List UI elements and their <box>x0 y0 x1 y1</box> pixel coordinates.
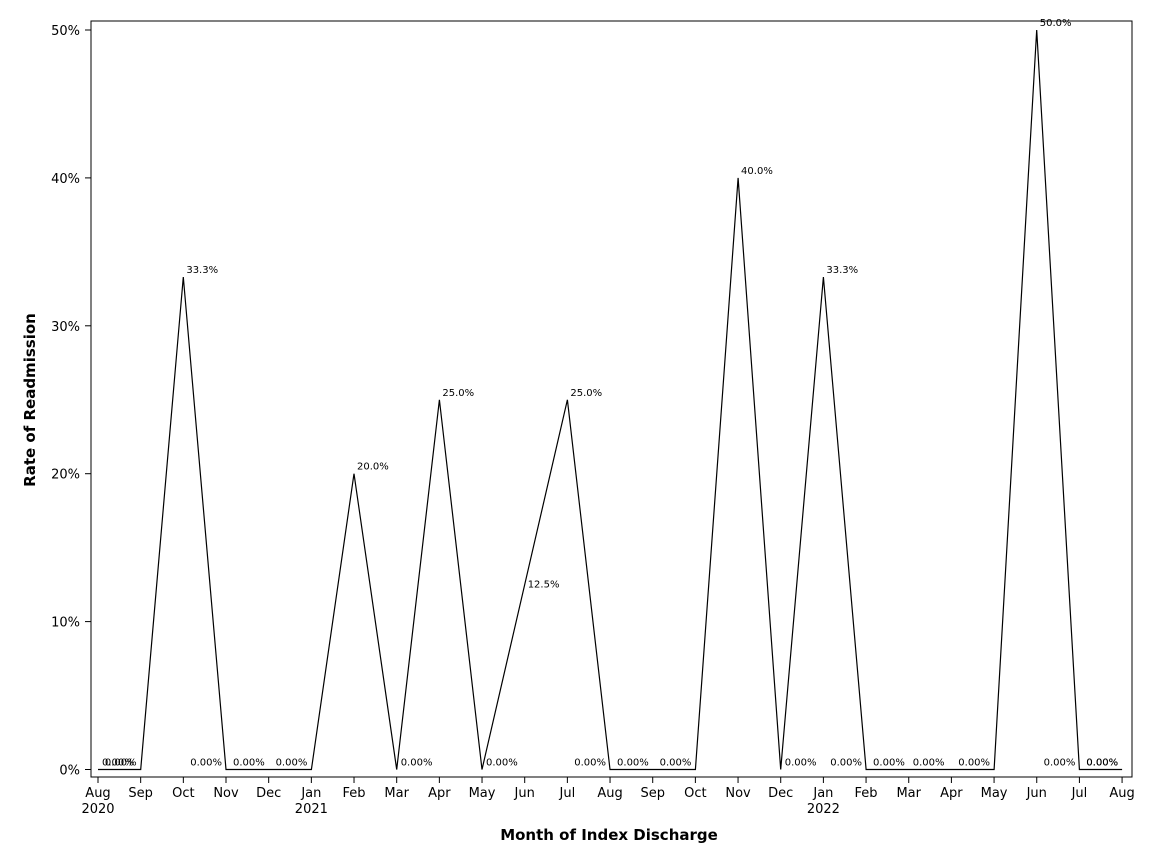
x-tick-label: Aug <box>597 786 622 801</box>
x-tick-label: Mar <box>384 786 409 801</box>
y-tick-label: 40% <box>51 172 80 187</box>
y-tick-label: 50% <box>51 24 80 39</box>
data-labels: 0.00% 0.00% 33.3% 0.00% 0.00% 0.00% 20.0% 0.00%… <box>102 18 1118 769</box>
data-label: 0.00% <box>830 758 862 769</box>
y-axis-title: Rate of Readmission <box>21 313 39 487</box>
data-label: 0.00% <box>958 758 990 769</box>
data-label: 33.3% <box>826 265 858 276</box>
data-label: 0.00% <box>913 758 945 769</box>
x-year-label: 2021 <box>295 802 328 817</box>
data-label: 0.00% <box>785 758 817 769</box>
data-label: 0.00% <box>276 758 308 769</box>
x-tick-label: Dec <box>256 786 281 801</box>
data-label: 0.00% <box>617 758 649 769</box>
data-label: 0.00% <box>102 758 134 769</box>
x-year-label: 2022 <box>807 802 840 817</box>
x-tick-label: Jul <box>1071 786 1088 801</box>
data-label: 0.00% <box>190 758 222 769</box>
y-tick-label: 30% <box>51 320 80 335</box>
x-tick-label: Jul <box>559 786 576 801</box>
x-tick-label: Aug <box>1109 786 1134 801</box>
y-axis: 0% 10% 20% 30% 40% 50% <box>51 24 91 779</box>
data-label: 0.00% <box>1044 758 1076 769</box>
x-tick-label: Nov <box>725 786 751 801</box>
data-label: 25.0% <box>442 388 474 399</box>
x-tick-label: May <box>469 786 496 801</box>
x-tick-label: Nov <box>213 786 239 801</box>
x-tick-label: Oct <box>684 786 706 801</box>
x-tick-label: Oct <box>172 786 194 801</box>
x-tick-label: Jun <box>1026 786 1047 801</box>
x-tick-label: Feb <box>343 786 366 801</box>
data-label: 0.00% <box>574 758 606 769</box>
data-label: 0.00% <box>660 758 692 769</box>
x-tick-label: Aug <box>85 786 110 801</box>
data-label: 0.00% <box>1086 758 1118 769</box>
series-readmission-rate <box>98 29 1123 771</box>
data-label: 0.00% <box>1086 758 1118 769</box>
x-tick-label: Dec <box>768 786 793 801</box>
data-label: 50.0% <box>1040 18 1072 29</box>
y-tick-label: 10% <box>51 616 80 631</box>
y-tick-label: 0% <box>59 764 80 779</box>
data-label: 20.0% <box>357 462 389 473</box>
x-axis-title: Month of Index Discharge <box>500 826 718 844</box>
x-year-label: 2020 <box>81 802 114 817</box>
data-label: 0.00% <box>401 758 433 769</box>
x-tick-label: May <box>981 786 1008 801</box>
series-line <box>98 29 1123 771</box>
x-tick-label: Jan <box>300 786 321 801</box>
x-tick-label: Jun <box>514 786 535 801</box>
data-label: 0.00% <box>233 758 265 769</box>
data-label: 0.00% <box>105 758 137 769</box>
data-label: 0.00% <box>486 758 518 769</box>
data-label: 0.00% <box>873 758 905 769</box>
y-tick-label: 20% <box>51 468 80 483</box>
plot-area-frame <box>90 20 1133 778</box>
data-label: 12.5% <box>528 580 560 591</box>
x-tick-label: Apr <box>940 786 963 801</box>
data-label: 25.0% <box>570 388 602 399</box>
x-tick-label: Apr <box>428 786 451 801</box>
x-tick-label: Sep <box>128 786 153 801</box>
x-axis: Aug Sep Oct Nov Dec Jan Feb Mar Apr May Jun Jul Aug S… <box>81 777 1135 817</box>
x-tick-label: Feb <box>855 786 878 801</box>
data-label: 33.3% <box>186 265 218 276</box>
x-tick-label: Sep <box>640 786 665 801</box>
x-tick-label: Mar <box>896 786 921 801</box>
data-label: 40.0% <box>741 166 773 177</box>
x-tick-label: Jan <box>812 786 833 801</box>
